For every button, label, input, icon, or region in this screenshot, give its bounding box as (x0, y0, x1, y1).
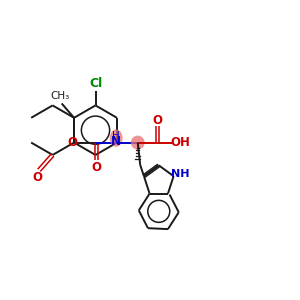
Ellipse shape (110, 129, 123, 147)
Text: Cl: Cl (89, 77, 102, 90)
Text: O: O (32, 171, 42, 184)
Text: CH₃: CH₃ (51, 91, 70, 101)
Text: NH: NH (171, 169, 190, 179)
Circle shape (131, 136, 145, 149)
Text: O: O (152, 114, 163, 127)
Text: O: O (68, 136, 78, 149)
Text: H: H (112, 130, 120, 141)
Text: N: N (111, 135, 121, 148)
Text: O: O (92, 161, 101, 174)
Text: OH: OH (171, 136, 191, 149)
